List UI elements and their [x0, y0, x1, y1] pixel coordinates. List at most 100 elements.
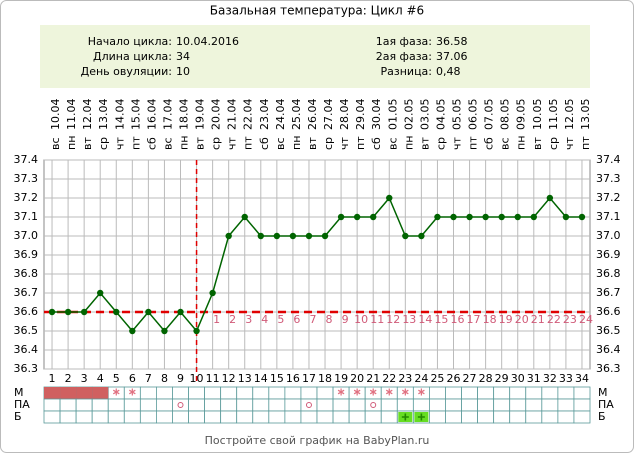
info-value: 34: [176, 50, 190, 63]
x-tick-label: 26: [447, 372, 461, 385]
row-cell: [188, 410, 205, 424]
weekday: чт: [338, 137, 351, 150]
x-tick-label: 12: [222, 372, 236, 385]
x-tick-label: 18: [318, 372, 332, 385]
date: 12.05: [563, 99, 576, 131]
y-tick-label-right: 37.1: [596, 210, 621, 223]
date: 03.05: [418, 99, 431, 131]
x-tick-label: 7: [145, 372, 152, 385]
circle-mark: [305, 402, 312, 408]
info-box: [40, 25, 590, 88]
row-cell: [573, 386, 591, 400]
weekday: вс: [274, 137, 287, 150]
x-tick-label: 22: [382, 372, 396, 385]
row-cell: [123, 398, 141, 412]
phase-day: 22: [547, 313, 561, 326]
star: [337, 388, 345, 396]
row-cell: [204, 386, 222, 400]
row-cell: [107, 398, 125, 412]
row-cell: [477, 386, 495, 400]
phase-day: 8: [326, 313, 333, 326]
x-tick-label: 33: [559, 372, 573, 385]
row-cell: [332, 410, 350, 424]
temperature-point: [193, 327, 200, 335]
date: 29.04: [354, 99, 367, 131]
phase-day: 4: [261, 313, 268, 326]
x-tick-label: 9: [177, 372, 184, 385]
row-cell: [461, 410, 478, 424]
date: 02.05: [402, 99, 415, 131]
row-cell: [236, 386, 254, 400]
row-cell: [139, 410, 157, 424]
x-tick-label: 11: [206, 372, 220, 385]
date: 30.04: [370, 99, 383, 131]
circle-mark: [177, 402, 184, 408]
row-cell: [445, 386, 462, 400]
phase-day: 12: [386, 313, 400, 326]
date-label: пт 29.04: [354, 99, 367, 151]
row-cell: [525, 398, 543, 412]
date-label: вт 10.05: [531, 99, 544, 151]
y-tick-label-right: 36.9: [596, 248, 621, 261]
date-label: пт 06.05: [467, 99, 480, 151]
row-cell: [396, 398, 414, 412]
x-tick-label: 23: [398, 372, 412, 385]
row-cell: [188, 386, 205, 400]
weekday: сб: [258, 137, 271, 150]
phase-day: 20: [515, 313, 529, 326]
date: 21.04: [226, 99, 239, 131]
weekday: пт: [579, 136, 592, 150]
date-label: пт 13.05: [579, 99, 592, 151]
info-label: День овуляции:: [81, 65, 172, 78]
row-cell: [573, 410, 591, 424]
y-tick-label: 37.1: [14, 210, 39, 223]
row-cell: [316, 398, 334, 412]
date: 17.04: [161, 99, 174, 131]
temperature-point: [386, 194, 393, 202]
temperature-point: [337, 213, 345, 221]
weekday: вс: [499, 137, 512, 150]
y-tick-label: 36.9: [14, 248, 39, 261]
y-tick-label-right: 36.5: [596, 324, 621, 337]
date-label: пн 09.05: [515, 99, 528, 151]
y-tick-label: 36.3: [14, 362, 39, 375]
row-cell: [541, 410, 559, 424]
row-cell: [252, 410, 270, 424]
x-tick-label: 14: [254, 372, 268, 385]
y-tick-label-right: 37.3: [596, 172, 621, 185]
x-tick-label: 27: [463, 372, 477, 385]
row-cell: [364, 398, 382, 412]
row-cell: [445, 398, 462, 412]
x-tick-label: 34: [575, 372, 589, 385]
date-label: сб 16.04: [145, 99, 158, 151]
plot-area: [43, 159, 591, 370]
row-cell: [300, 398, 318, 412]
weekday: ср: [547, 137, 560, 150]
date-label: чт 21.04: [226, 99, 239, 151]
temperature-point: [546, 194, 554, 202]
date: 24.04: [274, 99, 287, 131]
weekday: сб: [483, 137, 496, 150]
row-cell: [412, 398, 430, 412]
star: [418, 388, 425, 396]
temperature-point: [145, 308, 152, 316]
info-label: 1ая фаза:: [376, 35, 432, 48]
info-label: Разница:: [381, 65, 433, 78]
row-cell: [59, 398, 77, 412]
row-cell: [477, 398, 495, 412]
row-cell: [188, 398, 205, 412]
row-cell: [332, 398, 350, 412]
date-label: вс 10.04: [49, 99, 62, 151]
x-tick-label: 24: [414, 372, 428, 385]
date-label: пн 02.05: [402, 99, 415, 151]
row-cell: [316, 410, 334, 424]
x-tick-label: 6: [129, 372, 136, 385]
row-label-right: Б: [598, 410, 606, 423]
row-cell: [348, 398, 366, 412]
star: [402, 388, 409, 396]
date: 18.04: [178, 99, 191, 131]
date-label: вт 19.04: [194, 99, 207, 151]
weekday: вс: [386, 137, 399, 150]
date-label: вс 17.04: [161, 99, 174, 151]
